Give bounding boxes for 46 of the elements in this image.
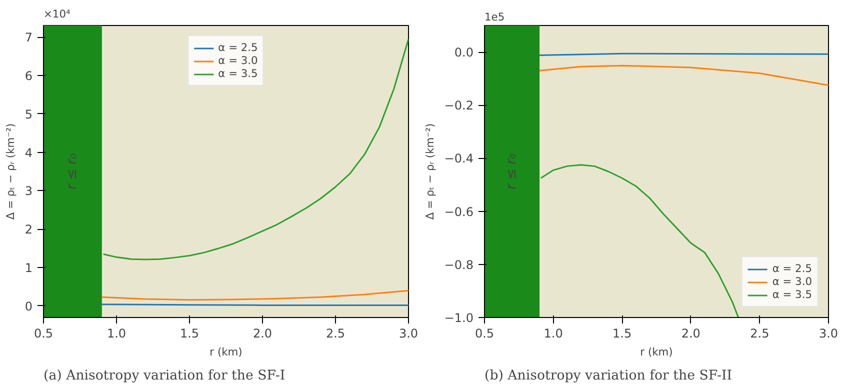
y-tick-label: 7 <box>24 30 33 45</box>
legend-label: α = 3.5 <box>218 67 258 80</box>
x-tick-label: 2.5 <box>750 326 770 340</box>
x-tick-label: 0.5 <box>34 326 54 340</box>
y-tick-label: 0 <box>24 299 33 314</box>
y-tick-label: 4 <box>24 146 33 160</box>
legend-label: α = 3.5 <box>772 288 812 301</box>
line-series <box>540 164 740 318</box>
y-tick-label: 0.0 <box>454 46 474 60</box>
y-tick-label: 6 <box>24 68 33 83</box>
y-tick-label: −0.2 <box>444 98 474 113</box>
legend-label: α = 2.5 <box>218 41 258 54</box>
line-series <box>538 64 828 86</box>
x-tick-label: 1.5 <box>612 326 632 340</box>
band-label: r ≤ r₀ <box>65 152 80 190</box>
y-tick-label: 3 <box>24 184 33 198</box>
legend-label: α = 2.5 <box>772 262 812 275</box>
line-series <box>102 38 408 260</box>
x-tick-label: 1.5 <box>180 326 200 340</box>
y-tick-label: −1.0 <box>444 311 474 325</box>
legend-label: α = 3.0 <box>772 275 812 288</box>
x-tick-label: 2.0 <box>252 326 272 340</box>
y-tick-label: −0.6 <box>444 204 474 219</box>
y-tick-label: 1 <box>24 261 33 276</box>
x-tick-label: 2.0 <box>681 326 700 340</box>
y-axis-title: Δ = ρₜ − ρᵣ (km⁻²) <box>423 123 436 220</box>
y-tick-label: 2 <box>24 222 33 237</box>
x-axis-title: r (km) <box>640 346 673 358</box>
text: ×10⁴ <box>44 8 70 20</box>
text: (a) Anisotropy variation for the SF-I <box>44 368 286 384</box>
x-axis-title: r (km) <box>210 346 242 358</box>
band-label: r ≤ r₀ <box>504 152 520 190</box>
legend-label: α = 3.0 <box>218 54 258 67</box>
x-tick-label: 2.5 <box>326 326 346 340</box>
text: 1e5 <box>484 10 505 24</box>
x-tick-label: 1.0 <box>106 326 126 340</box>
line-series <box>101 290 408 301</box>
x-tick-label: 3.0 <box>818 326 838 340</box>
text: (b) Anisotropy variation for the SF-II <box>484 368 732 384</box>
x-tick-label: 0.5 <box>474 326 494 340</box>
y-tick-label: −0.8 <box>444 258 474 272</box>
y-tick-label: −0.4 <box>444 152 474 166</box>
x-tick-label: 1.0 <box>544 326 563 340</box>
x-tick-label: 3.0 <box>398 326 418 340</box>
y-tick-label: 5 <box>24 107 33 122</box>
y-axis-title: Δ = ρₜ − ρᵣ (km⁻²) <box>4 123 17 220</box>
